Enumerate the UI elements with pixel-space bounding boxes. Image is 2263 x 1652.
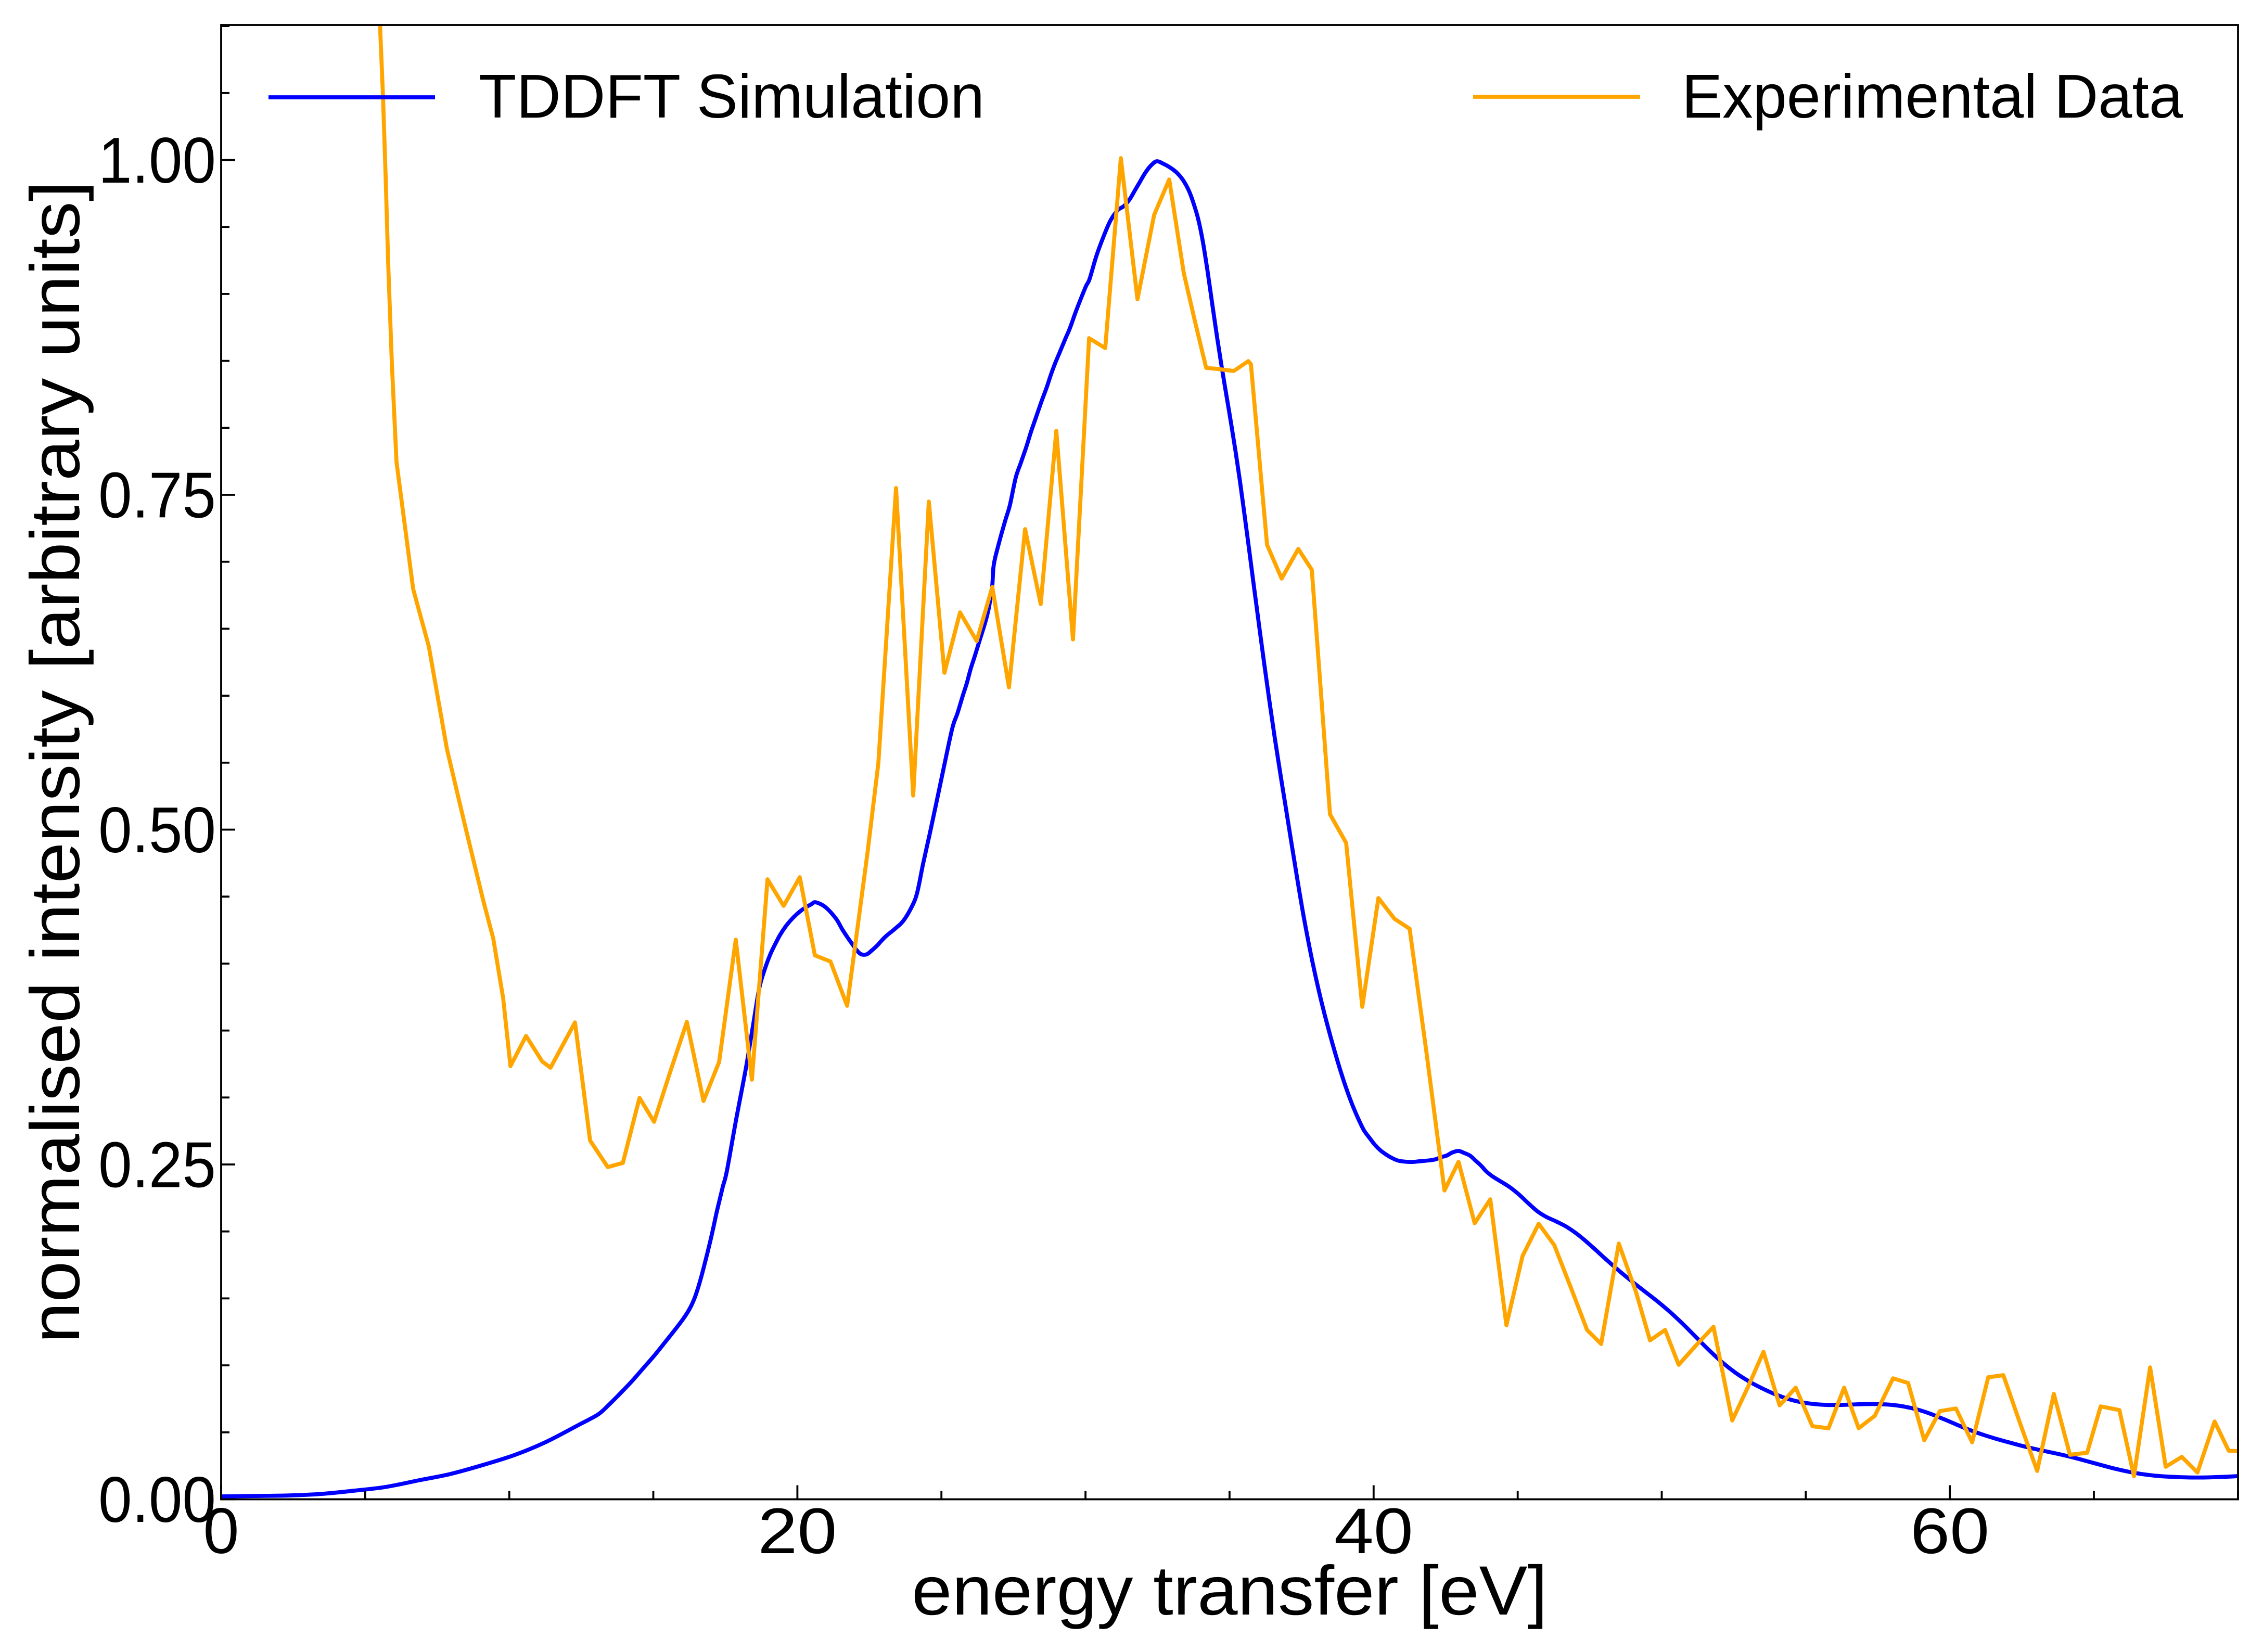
svg-text:normalised intensity [arbitrar: normalised intensity [arbitrary units]: [17, 181, 94, 1343]
svg-text:TDDFT Simulation: TDDFT Simulation: [479, 62, 985, 131]
svg-text:energy transfer [eV]: energy transfer [eV]: [912, 1552, 1548, 1630]
svg-text:0.00: 0.00: [98, 1464, 216, 1536]
svg-text:40: 40: [1334, 1495, 1413, 1567]
svg-text:0.50: 0.50: [98, 795, 216, 866]
svg-text:60: 60: [1910, 1495, 1989, 1567]
svg-text:1.00: 1.00: [98, 125, 216, 197]
svg-text:0: 0: [203, 1495, 239, 1567]
svg-text:0.75: 0.75: [98, 460, 216, 532]
svg-text:Experimental Data: Experimental Data: [1682, 62, 2183, 131]
svg-text:20: 20: [758, 1495, 837, 1567]
svg-text:0.25: 0.25: [98, 1130, 216, 1201]
